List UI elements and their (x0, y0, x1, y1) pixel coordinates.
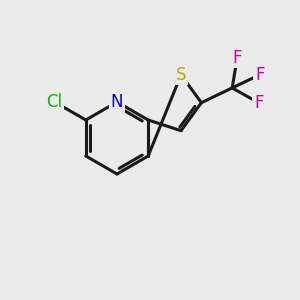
Text: F: F (254, 94, 264, 112)
Text: F: F (232, 49, 242, 67)
Text: Cl: Cl (46, 93, 63, 111)
Text: N: N (111, 93, 123, 111)
Text: F: F (255, 66, 265, 84)
Text: S: S (176, 66, 186, 84)
